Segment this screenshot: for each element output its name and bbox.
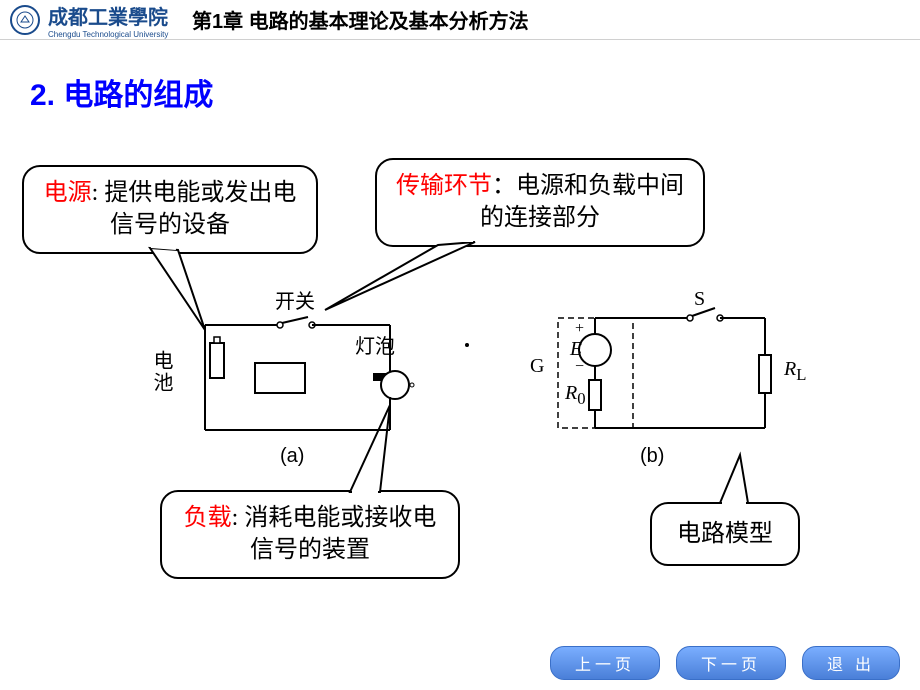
switch-label: 开关 bbox=[275, 285, 315, 314]
symbol-minus: − bbox=[575, 358, 584, 376]
symbol-s: S bbox=[694, 288, 705, 311]
battery-label: 电池 bbox=[150, 350, 172, 394]
symbol-r0: R0 bbox=[565, 382, 586, 409]
bubble-model: 电路模型 bbox=[650, 502, 800, 566]
university-logo-icon bbox=[10, 5, 40, 35]
exit-button[interactable]: 退 出 bbox=[802, 646, 900, 680]
diagram-label-b: (b) bbox=[640, 445, 664, 468]
bubble-power-text: : 提供电能或发出电信号的设备 bbox=[92, 180, 297, 238]
bulb-label: 灯泡 bbox=[355, 330, 395, 359]
diagram-label-a: (a) bbox=[280, 445, 304, 468]
header: 成都工業學院 Chengdu Technological University … bbox=[0, 0, 920, 40]
chapter-title: 第1章 电路的基本理论及基本分析方法 bbox=[192, 5, 529, 34]
prev-button[interactable]: 上一页 bbox=[550, 646, 660, 680]
bubble-transmission: 传输环节：电源和负载中间的连接部分 bbox=[375, 158, 705, 247]
symbol-g: G bbox=[530, 355, 544, 378]
bubble-load: 负载: 消耗电能或接收电信号的装置 bbox=[160, 490, 460, 579]
bubble-transmission-text: ：电源和负载中间的连接部分 bbox=[480, 173, 684, 231]
university-name: 成都工業學院 bbox=[48, 1, 168, 30]
section-title: 2. 电路的组成 bbox=[30, 70, 920, 114]
university-name-block: 成都工業學院 Chengdu Technological University bbox=[48, 1, 172, 39]
symbol-plus: + bbox=[575, 320, 584, 338]
circuit-b bbox=[530, 300, 810, 455]
symbol-rl: RL bbox=[784, 358, 806, 385]
nav-buttons: 上一页 下一页 退 出 bbox=[550, 646, 900, 680]
bubble-model-text: 电路模型 bbox=[677, 521, 773, 547]
bubble-load-text: : 消耗电能或接收电信号的装置 bbox=[232, 505, 437, 563]
dot-icon bbox=[465, 343, 469, 347]
next-button[interactable]: 下一页 bbox=[676, 646, 786, 680]
university-subtitle: Chengdu Technological University bbox=[48, 30, 172, 39]
bubble-power-key: 电源 bbox=[44, 180, 92, 206]
bubble-load-key: 负载 bbox=[184, 505, 232, 531]
bubble-transmission-key: 传输环节 bbox=[396, 173, 492, 199]
bubble-power: 电源: 提供电能或发出电信号的设备 bbox=[22, 165, 318, 254]
